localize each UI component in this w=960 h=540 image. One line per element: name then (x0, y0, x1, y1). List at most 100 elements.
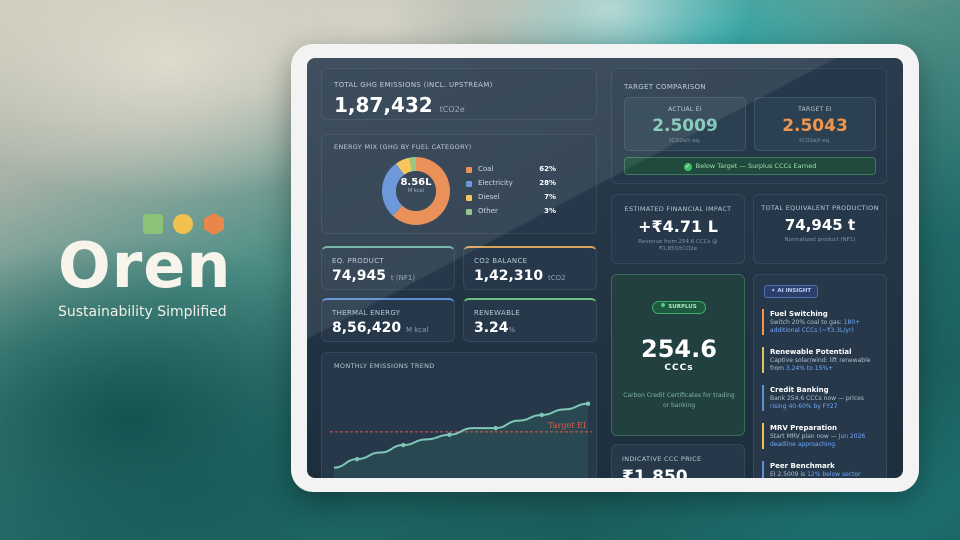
legend-swatch (466, 195, 472, 201)
renewable-card: RENEWABLE 3.24% (463, 298, 597, 342)
insight-highlight: 180+ additional CCCs (~₹3.3L/yr) (770, 319, 861, 334)
actual-ei-box: ACTUAL EI 2.5009 tCO2e/t eq. (624, 97, 746, 151)
status-dot-icon (661, 303, 666, 307)
insight-item[interactable]: Renewable Potential Captive solar/wind: … (762, 347, 882, 373)
insight-highlight: 3.24% to 15%+ (785, 365, 834, 372)
ccc-value: 254.6 (641, 335, 717, 363)
donut-center-unit: M kcal (407, 188, 424, 194)
check-icon: ✓ (683, 163, 692, 171)
insight-item[interactable]: Peer Benchmark EI 2.5009 is 12% below se… (762, 461, 882, 478)
donut-center: 8.56L M kcal (380, 177, 452, 194)
insight-text: Switch 20% coal to gas: 180+ additional … (770, 319, 882, 335)
financial-impact-label: ESTIMATED FINANCIAL IMPACT (624, 205, 732, 213)
legend-label: Coal (478, 165, 494, 173)
donut-slice-coal (392, 157, 450, 225)
insight-title: MRV Preparation (770, 424, 837, 432)
insight-text: Captive solar/wind: lift renewable from … (770, 357, 882, 373)
trend-point (493, 425, 498, 431)
ccc-unit: CCCs (664, 363, 694, 373)
logo-marks (143, 212, 233, 235)
total-production-note: Normalized product (NF1) (784, 237, 856, 243)
co2-balance-card: CO2 BALANCE 1,42,310 tCO2 (463, 246, 597, 290)
brand-name: Oren (58, 229, 232, 302)
renewable-label: RENEWABLE (474, 309, 521, 317)
total-emissions-number: 1,87,432 (334, 93, 433, 117)
insight-body: EI 2.5009 is (770, 471, 806, 478)
insight-title: Credit Banking (770, 386, 829, 394)
ccc-price-value: ₹1,850 (622, 467, 688, 478)
renewable-value: 3.24% (474, 320, 515, 336)
legend-item-coal: Coal 62% (466, 165, 556, 179)
insight-body: Start MRV plan now — (770, 433, 837, 440)
logo-circle-icon (173, 214, 193, 234)
below-target-text: Below Target — Surplus CCCs Earned (695, 162, 817, 170)
monthly-trend-chart: Target EI (330, 401, 592, 478)
renewable-unit: % (508, 326, 516, 334)
monthly-trend-label: MONTHLY EMISSIONS TREND (334, 362, 435, 370)
insight-text: Bank 254.6 CCCs now — prices rising 40-6… (770, 395, 882, 411)
legend-value: 62% (539, 165, 556, 173)
insight-title: Peer Benchmark (770, 462, 835, 470)
ai-insight-badge-label: AI INSIGHT (777, 288, 812, 294)
brand-tagline: Sustainability Simplified (58, 304, 227, 320)
legend-item-diesel: Diesel 7% (466, 193, 556, 207)
financial-impact-note: Revenue from 254.6 CCCs @ ₹1,850/tCO2e (638, 239, 718, 252)
target-ei-label: TARGET EI (798, 106, 832, 113)
donut-slice-electricity (382, 163, 405, 216)
trend-area (334, 403, 588, 478)
actual-ei-unit: tCO2e/t eq. (669, 138, 701, 144)
eq-product-label: EQ. PRODUCT (332, 257, 384, 265)
total-emissions-value: 1,87,432 tCO2e (334, 93, 465, 117)
total-emissions-card: TOTAL GHG EMISSIONS (INCL. UPSTREAM) 1,8… (321, 68, 597, 120)
sparkle-icon: ✦ (770, 288, 778, 294)
trend-point (401, 442, 406, 448)
eq-product-value: 74,945 t (NF1) (332, 268, 415, 284)
trend-point (447, 432, 452, 437)
legend-label: Diesel (478, 193, 500, 201)
insight-highlight: 12% below sector (807, 471, 861, 478)
dashboard-screen: TOTAL GHG EMISSIONS (INCL. UPSTREAM) 1,8… (307, 58, 903, 478)
legend-swatch (466, 181, 472, 187)
legend-item-other: Other 3% (466, 207, 556, 221)
legend-item-electricity: Electricity 28% (466, 179, 556, 193)
trend-point (354, 456, 360, 462)
co2-balance-unit: tCO2 (547, 274, 566, 282)
insight-item[interactable]: Credit Banking Bank 254.6 CCCs now — pri… (762, 385, 882, 411)
monthly-trend-card: MONTHLY EMISSIONS TREND Target EI (321, 352, 597, 478)
insight-title: Fuel Switching (770, 310, 828, 318)
actual-ei-label: ACTUAL EI (668, 106, 702, 113)
ai-insight-badge: ✦ AI INSIGHT (764, 285, 818, 298)
target-comparison-label: TARGET COMPARISON (624, 83, 706, 91)
thermal-energy-card: THERMAL ENERGY 8,56,420 M kcal (321, 298, 455, 342)
legend-value: 3% (544, 207, 556, 215)
insight-title: Renewable Potential (770, 348, 852, 356)
donut-center-value: 8.56L (400, 177, 432, 188)
surplus-badge-label: SURPLUS (668, 304, 697, 310)
insight-body: Switch 20% coal to gas: (770, 319, 842, 326)
ccc-description: Carbon Credit Certificates for trading o… (623, 392, 735, 409)
energy-mix-donut (382, 157, 450, 225)
insight-item[interactable]: MRV Preparation Start MRV plan now — Jun… (762, 423, 882, 449)
trend-point (585, 401, 591, 406)
donut-hole (396, 171, 436, 211)
ccc-card: SURPLUS 254.6 CCCs Carbon Credit Certifi… (611, 274, 745, 436)
donut-slice-diesel (396, 157, 413, 175)
ccc-price-label: INDICATIVE CCC PRICE (622, 455, 702, 463)
legend-value: 28% (539, 179, 556, 187)
legend-label: Other (478, 207, 498, 215)
thermal-energy-number: 8,56,420 (332, 320, 402, 336)
trend-point (539, 412, 545, 418)
insight-item[interactable]: Fuel Switching Switch 20% coal to gas: 1… (762, 309, 882, 335)
energy-mix-card: ENERGY MIX (GHG BY FUEL CATEGORY) 8.56L … (321, 134, 597, 234)
financial-impact-value: +₹4.71 L (638, 217, 718, 236)
co2-balance-label: CO2 BALANCE (474, 257, 528, 265)
energy-mix-label: ENERGY MIX (GHG BY FUEL CATEGORY) (334, 143, 472, 151)
target-comparison-card: TARGET COMPARISON ACTUAL EI 2.5009 tCO2e… (611, 68, 887, 184)
below-target-status: ✓ Below Target — Surplus CCCs Earned (624, 157, 876, 175)
logo-hexagon-icon (204, 213, 224, 235)
surplus-badge: SURPLUS (652, 301, 706, 314)
target-line-label: Target EI (548, 421, 586, 430)
co2-balance-value: 1,42,310 tCO2 (474, 268, 566, 284)
insight-text: Start MRV plan now — Jun 2026 deadline a… (770, 433, 882, 449)
total-production-label: TOTAL EQUIVALENT PRODUCTION (761, 204, 879, 212)
